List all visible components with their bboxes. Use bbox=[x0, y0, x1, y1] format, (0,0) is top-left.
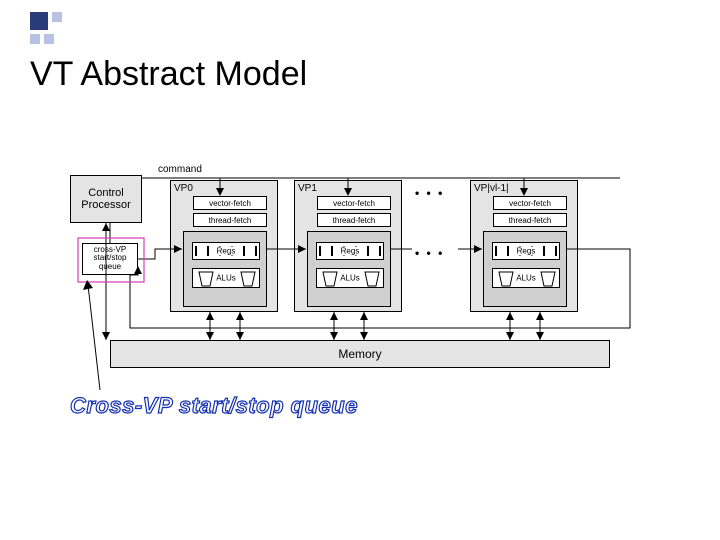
vp-last-core: Regs ALUs bbox=[483, 231, 567, 307]
vp-last-block: VP|vl-1| vector-fetch thread-fetch Regs … bbox=[470, 180, 578, 312]
vp-last-label: VP|vl-1| bbox=[474, 183, 509, 194]
vp0-thread-fetch: thread-fetch bbox=[193, 213, 267, 227]
vp1-regs: Regs bbox=[316, 242, 384, 260]
vp1-vector-fetch: vector-fetch bbox=[317, 196, 391, 210]
command-label: command bbox=[158, 164, 202, 175]
vp-last-regs: Regs bbox=[492, 242, 560, 260]
dots-mid: • • • bbox=[415, 246, 444, 260]
bullet-large-1 bbox=[30, 12, 48, 30]
vp-last-vector-fetch: vector-fetch bbox=[493, 196, 567, 210]
control-processor-box: Control Processor bbox=[70, 175, 142, 223]
vp0-label: VP0 bbox=[174, 183, 193, 194]
vp0-block: VP0 vector-fetch thread-fetch Regs ALUs bbox=[170, 180, 278, 312]
vp1-label: VP1 bbox=[298, 183, 317, 194]
memory-box: Memory bbox=[110, 340, 610, 368]
crossvp-annotation: Cross-VP start/stop queue bbox=[70, 393, 358, 419]
vp1-alus: ALUs bbox=[316, 268, 384, 288]
vp0-vector-fetch: vector-fetch bbox=[193, 196, 267, 210]
vp-last-alus: ALUs bbox=[492, 268, 560, 288]
vp0-alus: ALUs bbox=[192, 268, 260, 288]
vp1-block: VP1 vector-fetch thread-fetch Regs ALUs bbox=[294, 180, 402, 312]
diagram-container: Control Processor command cross-VP start… bbox=[70, 150, 660, 410]
page-title: VT Abstract Model bbox=[30, 55, 307, 94]
vp1-core: Regs ALUs bbox=[307, 231, 391, 307]
bullet-small-1 bbox=[52, 12, 62, 22]
bullet-small-3 bbox=[44, 34, 54, 44]
vp1-thread-fetch: thread-fetch bbox=[317, 213, 391, 227]
vp0-core: Regs ALUs bbox=[183, 231, 267, 307]
vp0-regs: Regs bbox=[192, 242, 260, 260]
crossvp-small-box: cross-VP start/stop queue bbox=[85, 246, 135, 272]
dots-top: • • • bbox=[415, 186, 444, 200]
vp-last-thread-fetch: thread-fetch bbox=[493, 213, 567, 227]
bullet-small-2 bbox=[30, 34, 40, 44]
